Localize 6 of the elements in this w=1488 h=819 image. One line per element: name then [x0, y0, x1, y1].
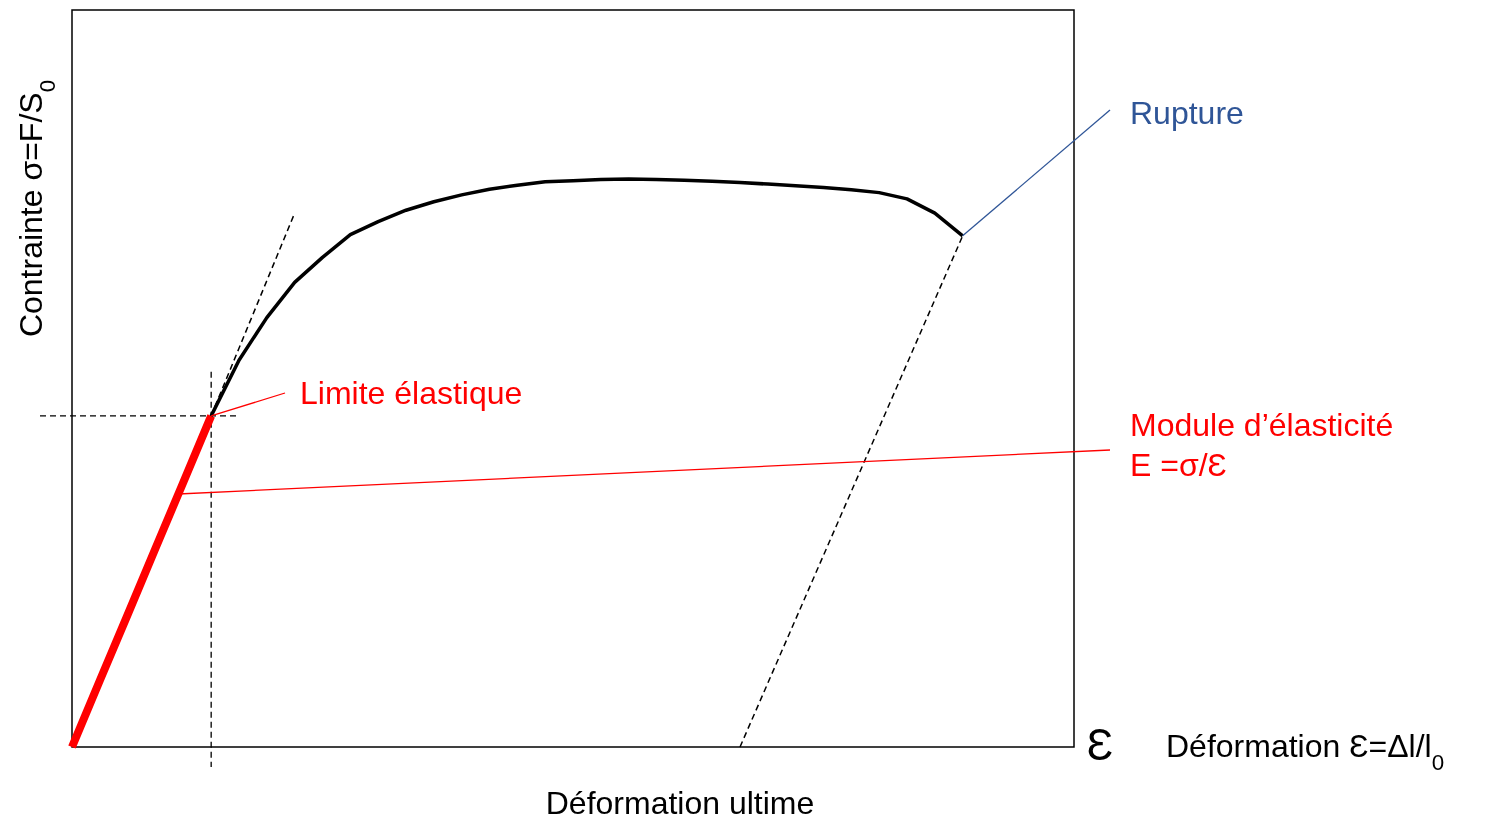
- text: Déformation ultime: [545, 785, 815, 819]
- text: Rupture: [1130, 95, 1244, 131]
- text: Module d’élasticité E =σ/Ɛ: [1130, 407, 1394, 483]
- x-axis-title: Déformation Ɛ=Δl/l$_{0}$: [1166, 728, 1445, 775]
- text: Ɛ: [1086, 720, 1114, 769]
- annotation: Limite élastique: [300, 375, 523, 411]
